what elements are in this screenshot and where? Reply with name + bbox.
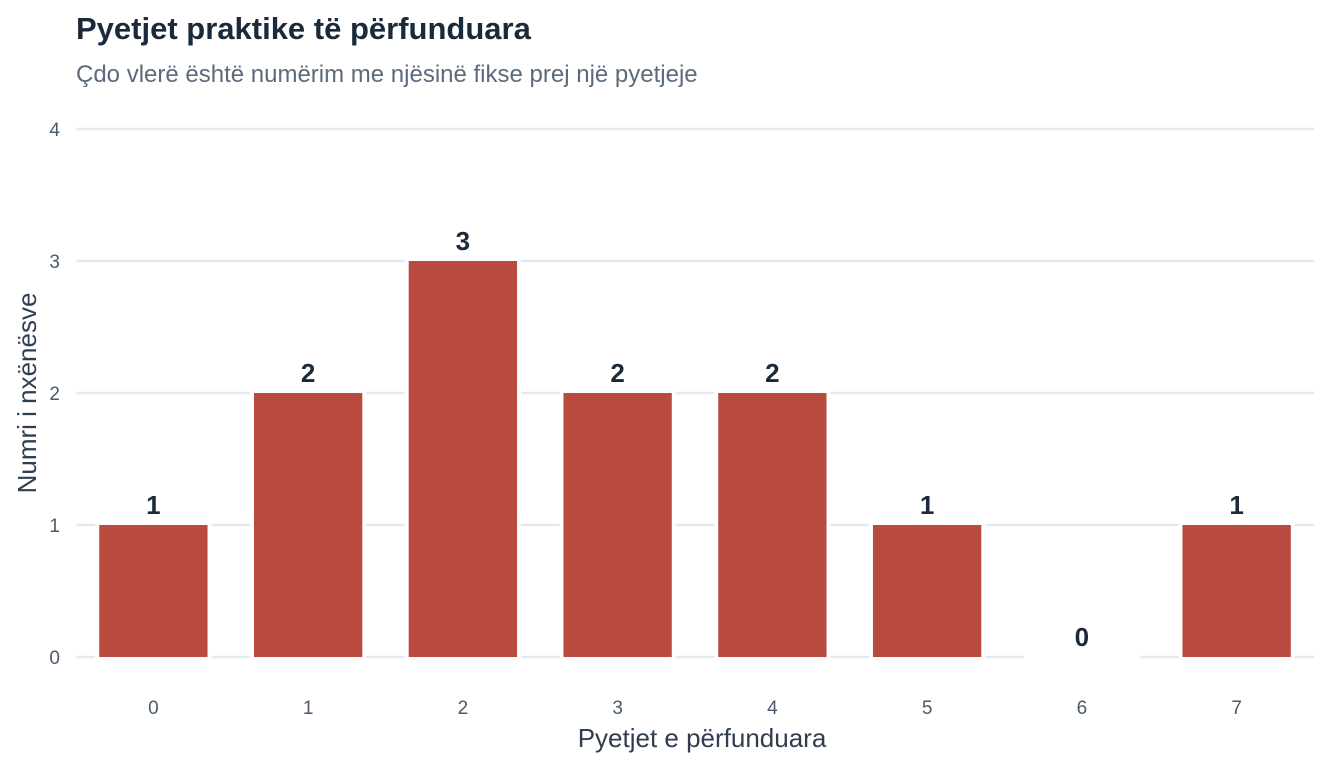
x-tick-label-1: 1 [303,698,314,719]
y-tick-label: 4 [49,120,60,141]
data-label-7: 1 [1229,490,1243,520]
x-tick-label-3: 3 [612,698,623,719]
y-tick-label: 0 [49,648,60,669]
chart-title: Pyetjet praktike të përfunduara [76,11,532,46]
y-tick-label: 1 [49,516,60,537]
data-label-3: 2 [610,358,624,388]
x-tick-label-5: 5 [922,698,933,719]
x-tick-label-0: 0 [148,698,159,719]
bar-4 [718,393,827,657]
data-label-5: 1 [920,490,934,520]
data-label-1: 2 [301,358,315,388]
bar-2 [408,261,518,657]
y-axis-ticks: 0 1 2 3 4 [49,120,60,669]
bar-1 [253,393,363,657]
y-tick-label: 2 [49,384,60,405]
data-labels: 1 2 3 2 2 1 0 1 [146,226,1244,652]
data-label-4: 2 [765,358,779,388]
x-tick-label-4: 4 [767,698,778,719]
bar-7 [1182,525,1291,657]
x-tick-label-6: 6 [1077,698,1088,719]
y-axis-title: Numri i nxënësve [12,293,42,494]
chart-subtitle: Çdo vlerë është numërim me njësinë fikse… [76,61,698,88]
bar-background [1023,653,1141,661]
x-axis-title: Pyetjet e përfunduara [578,723,827,753]
bars [95,257,1295,661]
y-tick-label: 3 [49,252,60,273]
bar-5 [872,525,982,657]
bar-0 [99,525,208,657]
data-label-0: 1 [146,490,160,520]
data-label-2: 3 [456,226,470,256]
x-axis-ticks: 0 1 2 3 4 5 6 7 [148,698,1242,719]
x-tick-label-2: 2 [458,698,469,719]
x-tick-label-7: 7 [1231,698,1242,719]
bar-3 [563,393,672,657]
data-label-6: 0 [1075,622,1089,652]
